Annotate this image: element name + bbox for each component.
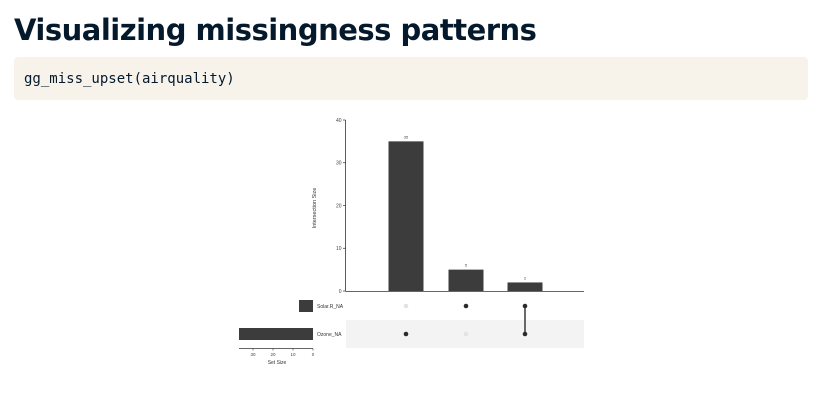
set-axis-tick-label: 10 xyxy=(290,352,296,357)
matrix-dot-active xyxy=(463,303,469,309)
y-tick-label: 30 xyxy=(336,161,342,167)
code-text: gg_miss_upset(airquality) xyxy=(24,70,235,87)
matrix-dot-inactive xyxy=(463,331,469,337)
y-axis-label: Intersection Size xyxy=(312,188,318,229)
y-tick-label: 10 xyxy=(336,246,342,252)
y-tick-label: 0 xyxy=(339,289,342,295)
set-label: Solar.R_NA xyxy=(317,304,344,310)
intersection-bars xyxy=(388,141,543,291)
y-axis: 0 10 20 30 40 xyxy=(336,118,346,295)
set-labels: Solar.R_NA Ozone_NA xyxy=(317,304,344,338)
y-tick-label: 40 xyxy=(336,118,342,124)
set-size-axis-label: Set Size xyxy=(268,360,287,366)
slide-title: Visualizing missingness patterns xyxy=(14,13,537,47)
intersection-bar xyxy=(507,282,543,291)
set-axis-tick-label: 30 xyxy=(250,352,256,357)
set-label: Ozone_NA xyxy=(317,332,342,338)
set-size-axis: 30 20 10 0 xyxy=(239,348,315,357)
set-size-bar xyxy=(239,328,313,340)
set-axis-tick-label: 0 xyxy=(312,352,315,357)
set-size-bar xyxy=(299,300,313,312)
intersection-bar-label: 2 xyxy=(524,275,527,280)
intersection-bar xyxy=(388,141,424,291)
intersection-bar-label: 5 xyxy=(465,263,468,268)
intersection-bar xyxy=(448,269,484,291)
matrix-dot-active xyxy=(522,331,528,337)
intersection-matrix xyxy=(403,303,528,337)
intersection-bar-label: 35 xyxy=(404,134,409,139)
matrix-dot-active xyxy=(403,331,409,337)
intersection-bar-labels: 35 5 2 xyxy=(404,134,527,280)
matrix-dot-inactive xyxy=(403,303,409,309)
matrix-dot-active xyxy=(522,303,528,309)
y-tick-label: 20 xyxy=(336,203,342,209)
code-block: gg_miss_upset(airquality) xyxy=(14,57,808,100)
set-axis-tick-label: 20 xyxy=(270,352,276,357)
set-size-bars xyxy=(239,300,313,340)
